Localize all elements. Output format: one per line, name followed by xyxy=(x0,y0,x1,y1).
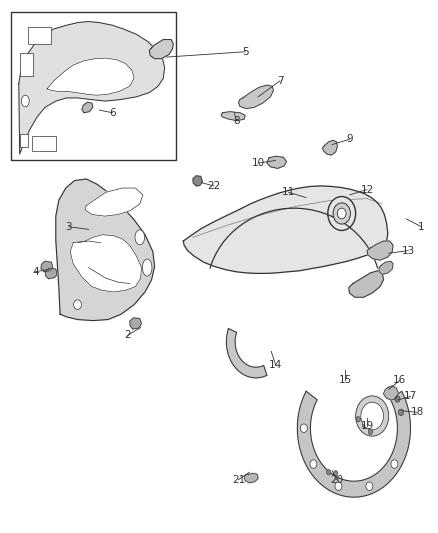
Circle shape xyxy=(333,203,350,224)
Polygon shape xyxy=(221,112,245,120)
Circle shape xyxy=(366,482,373,490)
Bar xyxy=(20,134,28,147)
Polygon shape xyxy=(56,179,155,320)
Polygon shape xyxy=(130,318,141,329)
Text: 11: 11 xyxy=(282,187,295,197)
Circle shape xyxy=(335,482,342,490)
Ellipse shape xyxy=(74,300,81,310)
Polygon shape xyxy=(46,268,57,279)
Text: 10: 10 xyxy=(251,158,265,168)
Text: 13: 13 xyxy=(402,246,415,256)
Bar xyxy=(11,12,177,160)
Circle shape xyxy=(337,208,346,219)
Text: 19: 19 xyxy=(360,421,374,431)
Text: 9: 9 xyxy=(346,134,353,144)
Polygon shape xyxy=(367,241,393,260)
Polygon shape xyxy=(322,140,337,155)
Ellipse shape xyxy=(21,95,29,107)
Circle shape xyxy=(300,424,307,432)
Polygon shape xyxy=(226,328,267,378)
Bar xyxy=(28,27,51,44)
Polygon shape xyxy=(267,156,286,168)
Text: 8: 8 xyxy=(233,116,240,126)
Text: 3: 3 xyxy=(66,222,72,232)
Text: 14: 14 xyxy=(269,360,282,369)
Text: 5: 5 xyxy=(242,47,248,56)
Circle shape xyxy=(361,402,384,430)
Polygon shape xyxy=(244,473,258,483)
Polygon shape xyxy=(239,85,273,109)
Circle shape xyxy=(356,417,360,422)
Circle shape xyxy=(333,471,338,476)
Polygon shape xyxy=(379,261,393,274)
Bar xyxy=(32,136,56,151)
Text: 4: 4 xyxy=(32,267,39,277)
Polygon shape xyxy=(149,39,173,59)
Ellipse shape xyxy=(135,230,145,245)
Polygon shape xyxy=(193,176,202,186)
Text: 2: 2 xyxy=(124,330,131,341)
Polygon shape xyxy=(349,271,384,297)
Circle shape xyxy=(391,460,398,469)
Polygon shape xyxy=(41,261,53,272)
Text: 12: 12 xyxy=(360,184,374,195)
Polygon shape xyxy=(85,188,143,216)
Polygon shape xyxy=(82,102,93,113)
Text: 21: 21 xyxy=(232,475,245,484)
Polygon shape xyxy=(47,58,134,95)
Circle shape xyxy=(310,460,317,469)
Text: 18: 18 xyxy=(410,407,424,417)
Circle shape xyxy=(398,409,403,416)
Text: 16: 16 xyxy=(393,375,406,385)
Circle shape xyxy=(395,396,400,402)
Polygon shape xyxy=(70,235,141,292)
Text: 20: 20 xyxy=(330,475,343,484)
Text: 1: 1 xyxy=(418,222,425,232)
Circle shape xyxy=(328,197,356,230)
Text: 7: 7 xyxy=(277,76,283,86)
Ellipse shape xyxy=(142,259,152,276)
Circle shape xyxy=(363,423,367,428)
Polygon shape xyxy=(184,186,388,273)
Circle shape xyxy=(368,429,373,434)
Text: 6: 6 xyxy=(109,108,116,118)
Circle shape xyxy=(356,396,389,436)
Polygon shape xyxy=(19,21,165,154)
Text: 15: 15 xyxy=(339,375,352,385)
Polygon shape xyxy=(297,391,410,497)
Text: 17: 17 xyxy=(404,391,417,401)
Polygon shape xyxy=(384,386,398,400)
Bar xyxy=(20,53,33,76)
Circle shape xyxy=(326,470,331,475)
Text: 22: 22 xyxy=(207,181,220,191)
